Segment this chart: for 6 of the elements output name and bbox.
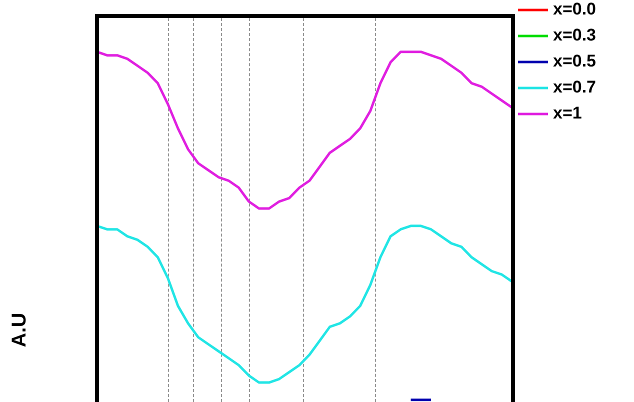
y-axis-title: A.U (8, 312, 31, 348)
legend-label: x=0.0 (553, 0, 596, 19)
legend-label: x=1 (553, 104, 582, 123)
legend-label: x=0.3 (553, 26, 596, 45)
legend-label: x=0.7 (553, 78, 596, 97)
legend-label: x=0.5 (553, 52, 596, 71)
